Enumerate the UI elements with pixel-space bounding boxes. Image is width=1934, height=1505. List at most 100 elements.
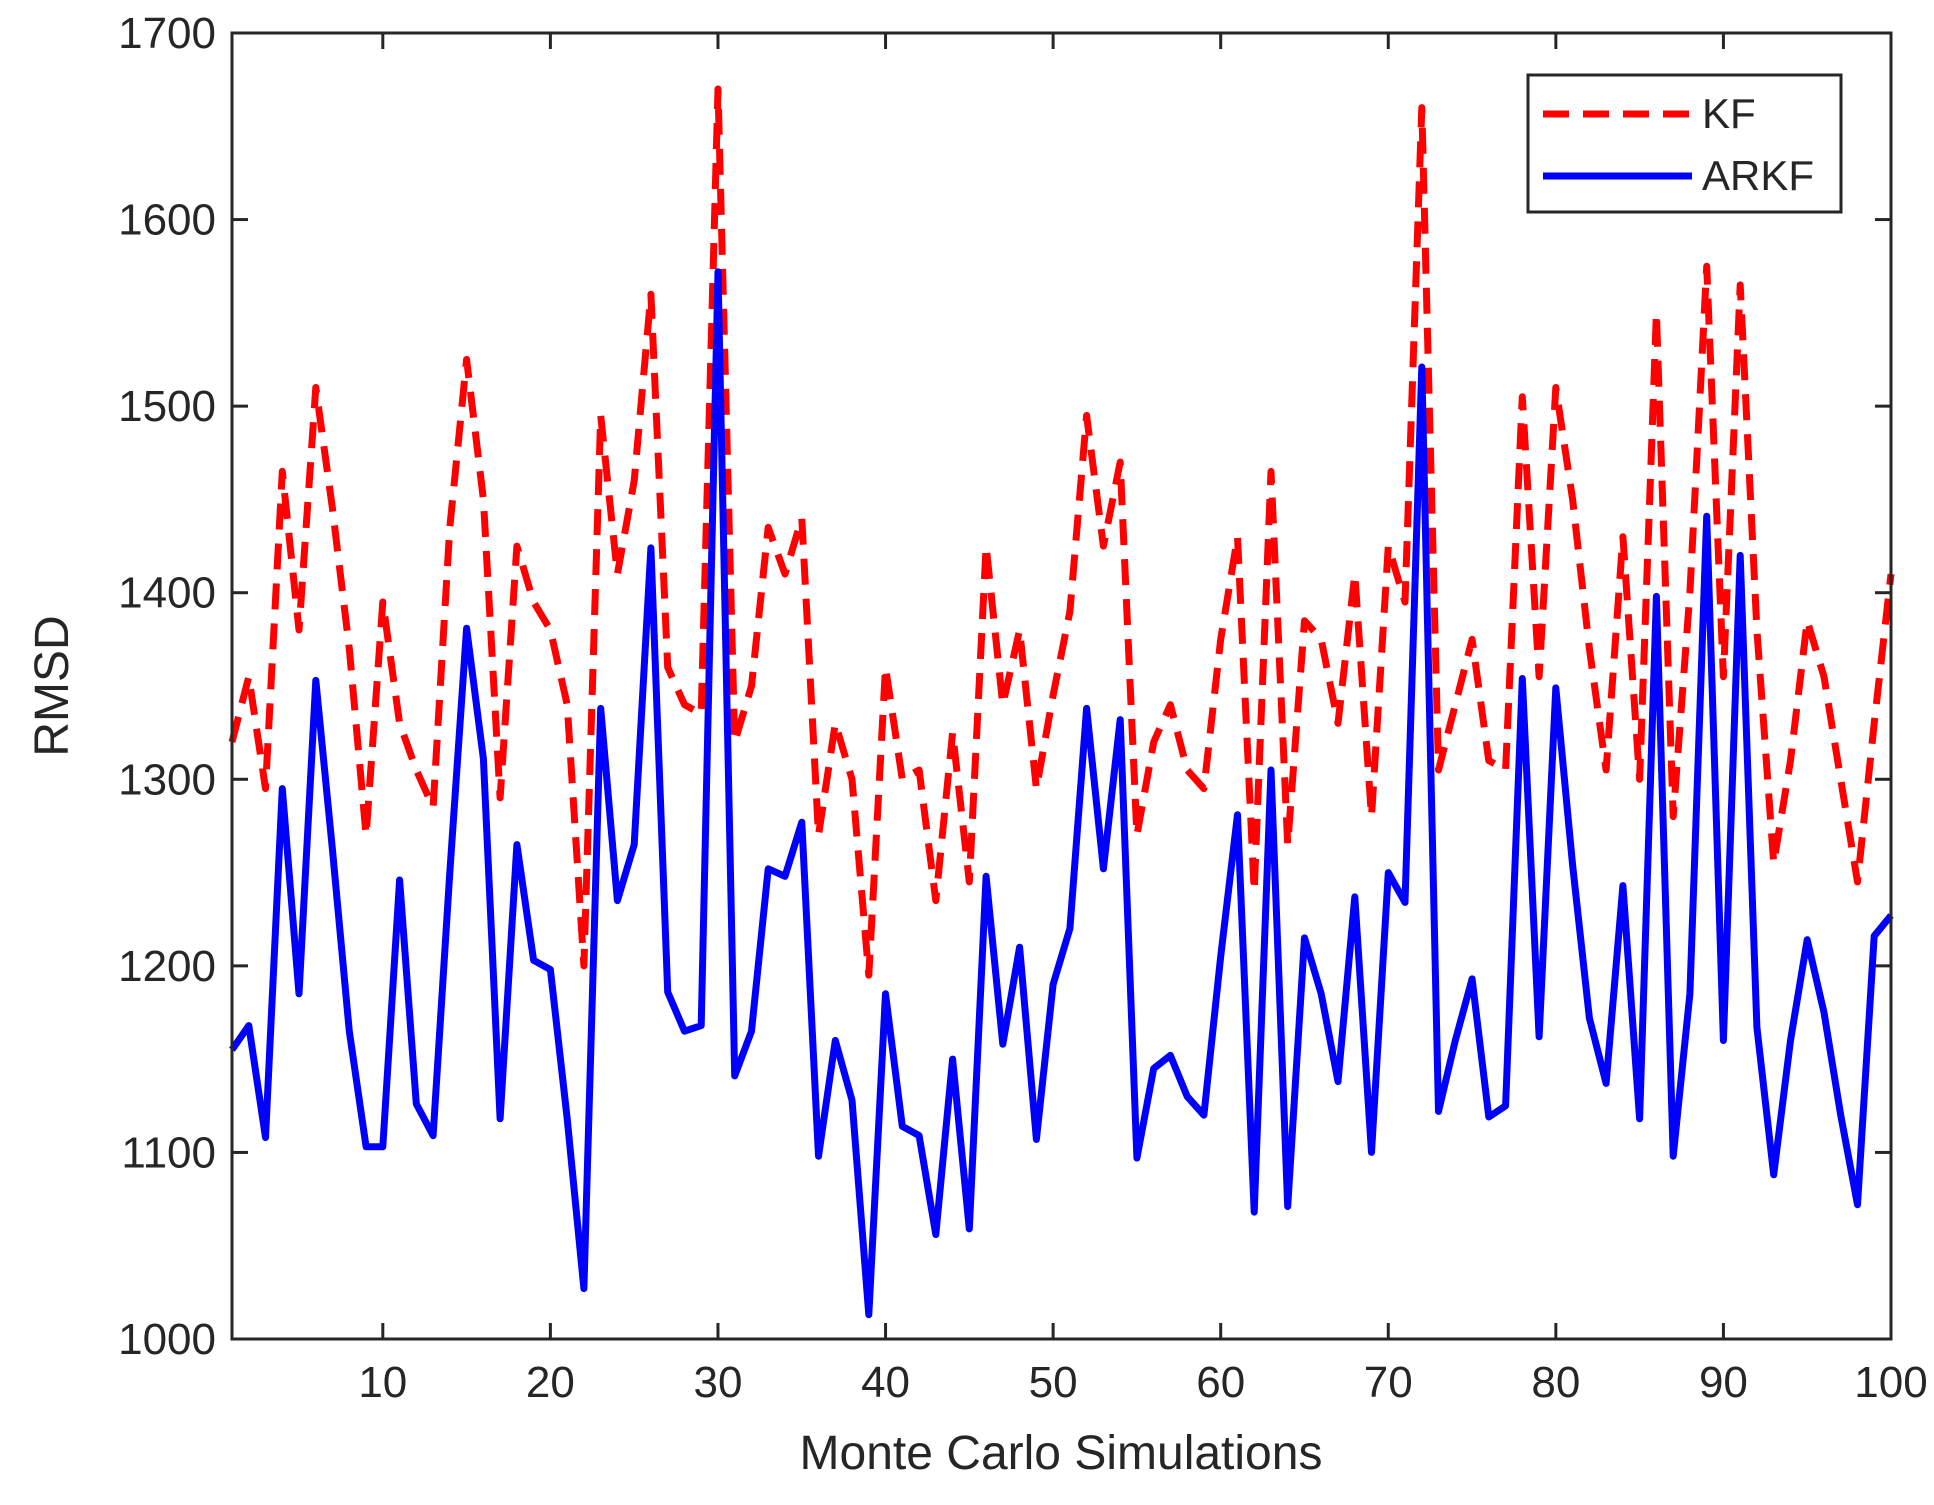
x-tick-label: 10 xyxy=(358,1358,407,1407)
data-point-kf xyxy=(332,508,333,509)
data-point-arkf xyxy=(449,872,450,873)
data-point-arkf xyxy=(1756,1027,1757,1028)
data-point-arkf xyxy=(650,547,651,548)
data-point-arkf xyxy=(1203,1115,1204,1116)
data-point-kf xyxy=(969,881,970,882)
data-point-kf xyxy=(1354,574,1355,575)
data-point-kf xyxy=(1271,471,1272,472)
y-tick-label: 1300 xyxy=(118,755,216,804)
data-point-arkf xyxy=(332,850,333,851)
data-point-arkf xyxy=(701,1025,702,1026)
data-point-arkf xyxy=(533,960,534,961)
data-point-arkf xyxy=(500,1118,501,1119)
data-point-arkf xyxy=(1002,1044,1003,1045)
data-point-arkf xyxy=(1136,1158,1137,1159)
data-point-kf xyxy=(1740,284,1741,285)
data-point-kf xyxy=(919,770,920,771)
data-point-arkf xyxy=(902,1126,903,1127)
data-point-arkf xyxy=(1036,1139,1037,1140)
data-point-kf xyxy=(433,807,434,808)
data-point-arkf xyxy=(1421,367,1422,368)
data-point-kf xyxy=(1036,788,1037,789)
data-point-kf xyxy=(684,704,685,705)
data-point-kf xyxy=(751,686,752,687)
data-point-kf xyxy=(785,574,786,575)
data-point-arkf xyxy=(416,1103,417,1104)
data-point-arkf xyxy=(1304,937,1305,938)
data-point-arkf xyxy=(1220,956,1221,957)
y-axis-label: RMSD xyxy=(26,615,79,756)
data-point-kf xyxy=(1388,546,1389,547)
data-point-arkf xyxy=(1622,885,1623,886)
series-line-kf xyxy=(228,85,1895,979)
data-point-kf xyxy=(1254,891,1255,892)
data-point-kf xyxy=(1689,592,1690,593)
data-point-kf xyxy=(902,779,903,780)
x-tick-label: 70 xyxy=(1364,1358,1413,1407)
data-point-arkf xyxy=(1874,936,1875,937)
data-point-kf xyxy=(1321,639,1322,640)
data-point-kf xyxy=(718,89,719,90)
data-point-kf xyxy=(1874,723,1875,724)
data-point-kf xyxy=(617,574,618,575)
data-point-arkf xyxy=(265,1137,266,1138)
data-point-arkf xyxy=(483,758,484,759)
series-layer xyxy=(228,85,1895,1319)
data-point-kf xyxy=(1220,639,1221,640)
x-tick-label: 90 xyxy=(1699,1358,1748,1407)
data-point-kf xyxy=(1103,546,1104,547)
data-point-kf xyxy=(1187,770,1188,771)
data-point-arkf xyxy=(1103,868,1104,869)
data-point-kf xyxy=(1472,639,1473,640)
data-point-kf xyxy=(1723,676,1724,677)
data-point-arkf xyxy=(1170,1055,1171,1056)
data-point-kf xyxy=(1002,704,1003,705)
data-point-kf xyxy=(667,667,668,668)
data-point-kf xyxy=(1438,770,1439,771)
x-tick-label: 100 xyxy=(1854,1358,1927,1407)
data-point-kf xyxy=(1136,835,1137,836)
data-point-kf xyxy=(1053,695,1054,696)
data-point-kf xyxy=(500,797,501,798)
data-point-kf xyxy=(1673,816,1674,817)
x-tick-label: 20 xyxy=(526,1358,575,1407)
y-tick-label: 1500 xyxy=(118,382,216,431)
data-point-arkf xyxy=(1807,939,1808,940)
data-point-kf xyxy=(1706,266,1707,267)
data-point-arkf xyxy=(1019,947,1020,948)
data-point-arkf xyxy=(1254,1212,1255,1213)
data-point-kf xyxy=(1840,779,1841,780)
data-point-arkf xyxy=(1824,1012,1825,1013)
data-point-kf xyxy=(299,630,300,631)
data-point-kf xyxy=(734,742,735,743)
x-tick-label: 60 xyxy=(1196,1358,1245,1407)
data-point-arkf xyxy=(1840,1115,1841,1116)
data-point-kf xyxy=(1203,788,1204,789)
data-point-arkf xyxy=(1053,984,1054,985)
data-point-arkf xyxy=(1120,719,1121,720)
data-point-arkf xyxy=(1455,1040,1456,1041)
data-point-kf xyxy=(533,602,534,603)
data-point-kf xyxy=(1069,611,1070,612)
data-point-kf xyxy=(868,975,869,976)
series-line-arkf xyxy=(229,268,1894,1319)
data-point-arkf xyxy=(617,900,618,901)
data-point-kf xyxy=(1170,704,1171,705)
data-point-arkf xyxy=(1740,555,1741,556)
data-point-arkf xyxy=(382,1146,383,1147)
data-point-kf xyxy=(1656,312,1657,313)
data-point-arkf xyxy=(1639,1118,1640,1119)
data-point-arkf xyxy=(1388,872,1389,873)
data-point-arkf xyxy=(1857,1204,1858,1205)
data-point-kf xyxy=(1639,779,1640,780)
data-point-kf xyxy=(1421,107,1422,108)
data-point-kf xyxy=(315,387,316,388)
data-point-kf xyxy=(1455,704,1456,705)
legend-label-arkf: ARKF xyxy=(1702,152,1814,199)
data-point-arkf xyxy=(516,844,517,845)
data-point-arkf xyxy=(801,822,802,823)
data-point-arkf xyxy=(1153,1068,1154,1069)
data-point-arkf xyxy=(282,788,283,789)
data-point-kf xyxy=(885,667,886,668)
